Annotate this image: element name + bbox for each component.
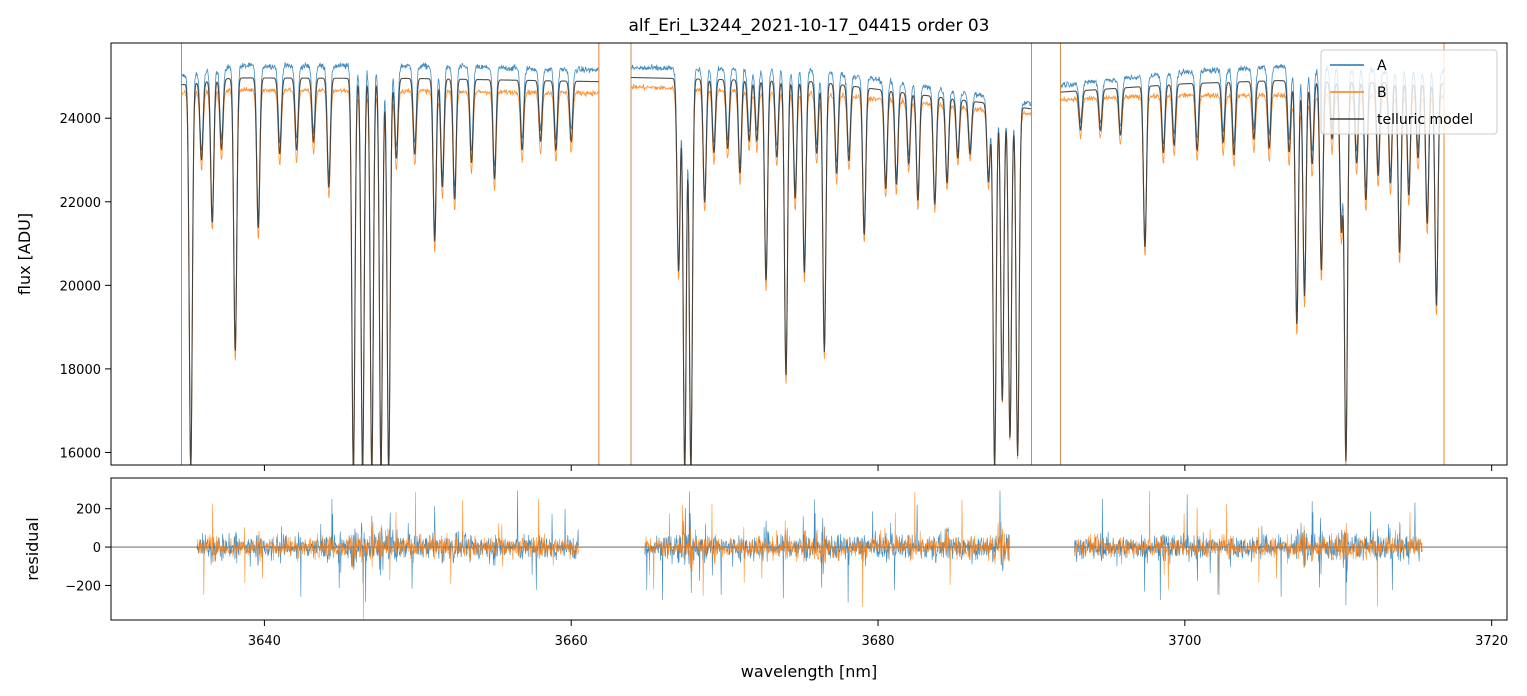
residual-x-ticks: 3640 3660 3680 3700 3720 — [248, 620, 1508, 649]
residual-y-tick-label: 0 — [93, 541, 101, 556]
flux-series-telluric-model-segment-1 — [181, 77, 599, 465]
flux-y-tick-label: 22000 — [60, 196, 101, 211]
flux-series-telluric-model-segment-3 — [1060, 80, 1444, 462]
legend: A B telluric model — [1320, 49, 1498, 135]
residual-y-axis-label: residual — [23, 517, 42, 580]
flux-panel-frame — [110, 42, 1508, 466]
x-tick-label: 3640 — [248, 634, 281, 649]
flux-y-tick-label: 20000 — [60, 279, 101, 294]
flux-series-group — [181, 43, 1445, 465]
flux-y-tick-label: 24000 — [60, 112, 101, 127]
legend-label-b: B — [1377, 85, 1387, 101]
x-tick-label: 3680 — [861, 634, 894, 649]
flux-x-ticks — [263, 465, 1493, 471]
flux-y-tick-label: 18000 — [60, 363, 101, 378]
x-tick-label: 3720 — [1475, 634, 1508, 649]
flux-series-telluric-model-segment-2 — [631, 76, 1032, 465]
residual-y-tick-label: −200 — [65, 579, 101, 594]
residual-series-b-segment-3 — [1074, 490, 1423, 607]
flux-y-axis-label: flux [ADU] — [15, 213, 34, 295]
flux-series-b-segment-2 — [630, 43, 1032, 465]
x-axis-label: wavelength [nm] — [741, 662, 878, 681]
residual-y-tick-label: 200 — [76, 503, 101, 518]
chart-title: alf_Eri_L3244_2021-10-17_04415 order 03 — [629, 16, 990, 36]
legend-label-telluric-model: telluric model — [1377, 112, 1473, 128]
residual-series-group — [111, 490, 1507, 619]
residual-panel-frame — [110, 477, 1508, 621]
residual-series-b-segment-1 — [196, 491, 579, 619]
residual-series-a-segment-2 — [644, 490, 1010, 603]
flux-panel: 16000 18000 20000 22000 24000 flux [ADU] A B… — [15, 42, 1508, 471]
x-tick-label: 3660 — [555, 634, 588, 649]
legend-label-a: A — [1377, 58, 1387, 74]
flux-y-ticks: 16000 18000 20000 22000 24000 — [60, 112, 111, 461]
x-tick-label: 3700 — [1168, 634, 1201, 649]
flux-series-a-segment-2 — [630, 43, 1032, 465]
residual-series-b-segment-2 — [644, 491, 1010, 607]
flux-y-tick-label: 16000 — [60, 446, 101, 461]
residual-series-a-segment-1 — [196, 490, 579, 603]
residual-y-ticks: −200 0 200 — [65, 503, 111, 594]
legend-box — [1320, 49, 1498, 135]
residual-panel: −200 0 200 3640 3660 3680 3700 3720 residual w… — [23, 477, 1508, 681]
